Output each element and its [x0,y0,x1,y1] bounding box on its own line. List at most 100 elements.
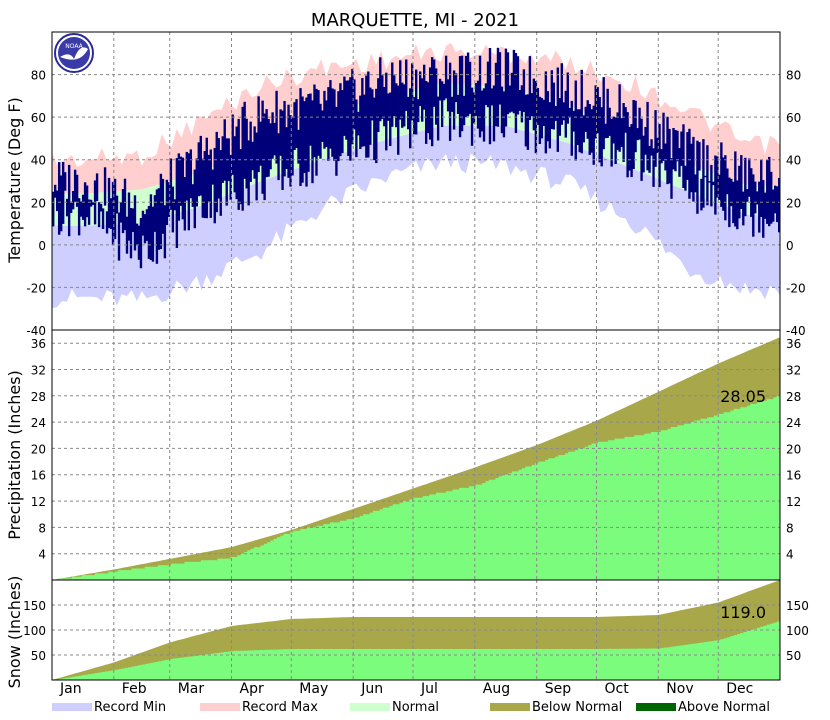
actual-temp-bar [369,87,372,145]
actual-temp-bar [628,126,631,171]
actual-temp-bar [175,158,179,248]
snow-tick-label-right: 150 [786,599,809,613]
actual-temp-bar [494,62,498,127]
temperature-panel: -40 -40 -20 -20 0 0 20 20 40 40 60 60 80 80 Temperatu… [5,32,806,338]
actual-temp-bar [73,169,77,202]
actual-temp-bar [520,85,524,123]
actual-temp-bar [281,110,284,190]
actual-temp-bar [426,82,430,134]
logo-gull-icon [60,47,88,60]
actual-temp-bar [570,100,573,156]
legend-label: Record Min [94,700,166,715]
actual-temp-bar [448,62,452,141]
actual-temp-bar [121,189,125,234]
actual-temp-bar [690,143,693,193]
actual-temp-bar [576,109,579,146]
actual-temp-bar [371,89,374,121]
actual-temp-bar [115,195,119,214]
precipitation-grid [52,330,780,580]
actual-temp-bar [698,142,701,171]
actual-temp-bar [658,123,661,188]
actual-temp-bar [736,180,739,230]
actual-temp-bar [233,136,236,193]
actual-temp-bar [612,116,615,144]
actual-temp-bar [568,107,571,118]
actual-temp-bar [413,97,416,135]
actual-temp-bar [389,92,392,146]
actual-temp-bar [610,118,613,167]
actual-temp-bar [279,109,282,156]
actual-temp-bar [373,97,376,161]
actual-temp-bar [243,101,246,179]
actual-temp-bar [676,130,679,162]
actual-temp-bar [574,80,577,161]
month-label: Jun [360,681,383,697]
actual-temp-bar [420,78,424,122]
actual-temp-bar [415,69,418,135]
actual-temp-bar [710,164,713,207]
actual-temp-bar [83,182,87,227]
actual-temp-bar [668,128,671,184]
temp-tick-label-right: -40 [786,324,806,338]
snow-actual-area [52,620,780,680]
actual-temp-bar [213,148,216,224]
temperature-grid [52,32,780,330]
temp-tick-label-left: 80 [31,69,46,83]
actual-temp-bar [516,56,520,115]
actual-temp-bar [708,181,711,183]
actual-temp-bar [632,100,635,169]
snow-tick-label-left: 100 [23,624,46,638]
actual-temp-bar [548,102,552,149]
actual-temp-bar [203,151,206,219]
actual-temp-bar [730,178,733,207]
actual-temp-bar [692,136,695,202]
actual-temp-bar [131,208,135,232]
actual-temp-bar [303,101,306,173]
actual-temp-bar [107,177,111,229]
legend-label: Below Normal [532,700,622,715]
actual-temp-bar [644,127,647,155]
actual-temp-bar [762,180,765,238]
actual-temp-bar [223,119,226,181]
actual-temp-bar [291,116,294,176]
actual-temp-bar [452,70,456,130]
panel-frames [51,31,781,681]
actual-temp-bar [418,71,422,107]
actual-temp-bar [734,151,737,227]
actual-temp-bar [111,181,115,246]
actual-temp-bar [778,178,781,233]
actual-temp-bar [125,216,129,254]
actual-temp-bar [484,83,488,105]
actual-temp-bar [438,78,442,101]
actual-temp-bar [417,99,420,123]
actual-temp-bar [89,199,93,207]
actual-temp-bar [407,96,410,130]
actual-temp-bar [97,202,101,228]
actual-temp-bar [335,106,338,176]
month-label: Nov [666,681,693,697]
actual-temp-bar [702,139,705,208]
actual-temp-bar [496,47,500,127]
actual-temp-bar [403,84,406,127]
actual-temp-bar [313,84,316,158]
actual-temp-bar [572,110,575,132]
legend-swatch [350,703,390,711]
temp-tick-label-right: -20 [786,281,806,295]
actual-temp-bar [776,186,779,223]
actual-temp-bar [257,96,260,173]
actual-temp-bar [163,205,167,259]
actual-temp-bar [728,177,731,228]
legend-label: Above Normal [678,700,770,715]
actual-temp-bar [542,99,546,126]
actual-temp-bar [566,72,569,124]
actual-temp-bar [444,55,448,99]
actual-temp-bar [654,110,657,167]
actual-temp-bar [225,138,228,206]
actual-temp-bar [502,91,506,138]
actual-temp-bar [143,214,147,244]
month-label: Dec [726,681,753,697]
actual-temp-bar [714,155,717,215]
legend: Record Min Record Max Normal Below Normal Ab… [52,700,770,715]
actual-temp-bar [391,62,394,127]
actual-temp-bar [55,190,59,212]
